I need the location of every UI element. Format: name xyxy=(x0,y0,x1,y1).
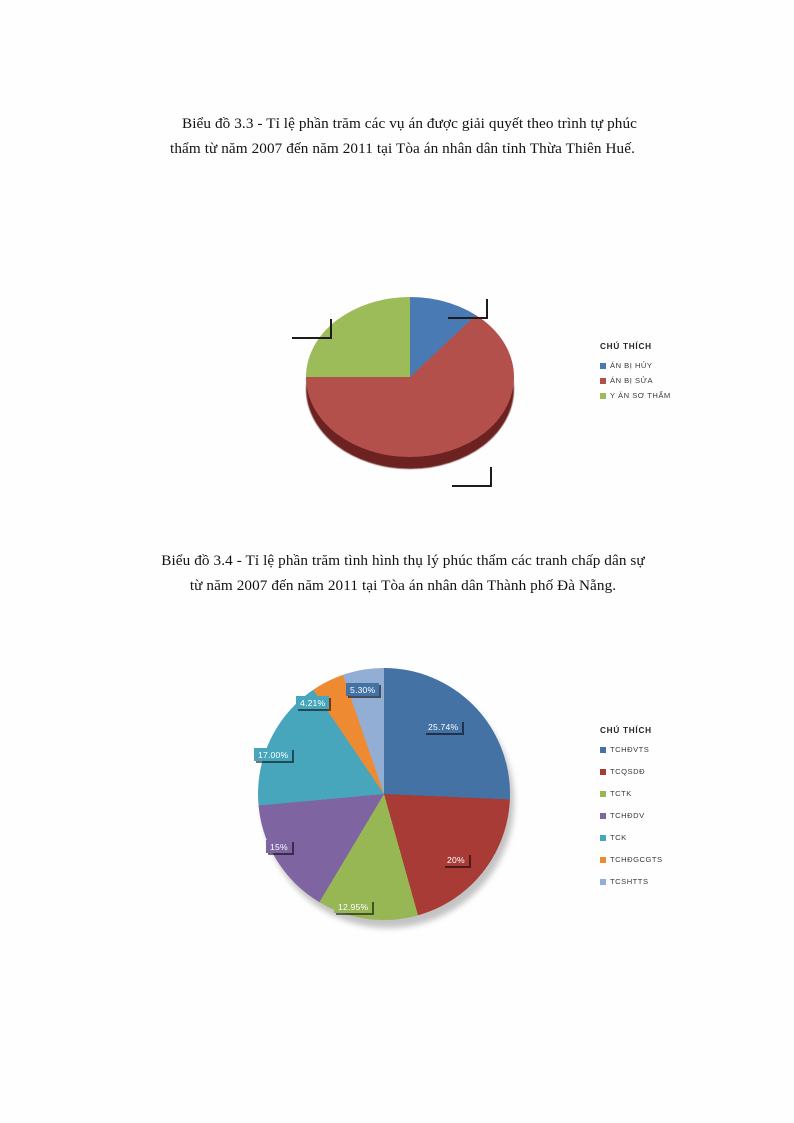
legend-swatch-icon xyxy=(600,856,606,863)
pie-chart-1-leader-left xyxy=(292,319,332,339)
legend-swatch-icon xyxy=(600,746,606,753)
caption-line-2: từ năm 2007 đến năm 2011 tại Tòa án nhân… xyxy=(189,576,617,594)
legend-item-tctk: TCTK xyxy=(600,789,663,798)
legend-swatch-icon xyxy=(600,392,606,399)
pie-chart-1-leader-bottom-right xyxy=(452,467,492,487)
legend-item-tchdvts: TCHĐVTS xyxy=(600,745,663,754)
legend-item-label: Y ÁN SƠ THẨM xyxy=(610,391,671,400)
legend-item-label: TCK xyxy=(610,833,627,842)
legend-item-label: TCHĐVTS xyxy=(610,745,650,754)
pie-chart-1-face xyxy=(306,297,514,457)
pie-chart-2-label-tck: 17.00% xyxy=(254,748,293,761)
figure-3-4-pie-chart: 25.74% 20% 12.95% 15% 17.00% 4.21% 5.30% xyxy=(254,668,516,930)
legend-item-an-bi-sua: ÁN BỊ SỬA xyxy=(600,376,671,385)
legend-title: CHÚ THÍCH xyxy=(600,726,652,735)
legend-item-y-an-so-tham: Y ÁN SƠ THẨM xyxy=(600,391,671,400)
legend-item-label: TCHĐGCGTS xyxy=(610,855,663,864)
figure-3-4-caption: Biểu đồ 3.4 - Tỉ lệ phần trăm tình hình … xyxy=(122,549,684,598)
legend-item-label: TCSHTTS xyxy=(610,877,649,886)
pie-chart-2-label-tcqsdd: 20% xyxy=(443,853,469,866)
legend-swatch-icon xyxy=(600,812,606,819)
figure-3-3-legend: CHÚ THÍCH ÁN BỊ HỦY ÁN BỊ SỬA Y ÁN SƠ TH… xyxy=(600,342,671,406)
legend-swatch-icon xyxy=(600,790,606,797)
figure-3-3-caption: Biểu đồ 3.3 - Tỉ lệ phần trăm các vụ án … xyxy=(130,112,675,161)
pie-chart-2-label-tchdgcgts: 4.21% xyxy=(296,696,330,709)
caption-line-1: Biểu đồ 3.3 - Tỉ lệ phần trăm các vụ án … xyxy=(181,115,638,132)
legend-item-tchddv: TCHĐDV xyxy=(600,811,663,820)
pie-chart-1-leader-top-right xyxy=(448,299,488,319)
figure-3-4-legend: CHÚ THÍCH TCHĐVTS TCQSDĐ TCTK TCHĐDV TCK… xyxy=(600,726,663,899)
pie-chart-2-label-tctk: 12.95% xyxy=(334,900,373,913)
caption-line-1: Biểu đồ 3.4 - Tỉ lệ phần trăm tình hình … xyxy=(161,552,645,569)
legend-swatch-icon xyxy=(600,834,606,841)
pie-chart-2-face xyxy=(258,668,510,920)
figure-3-3-pie-chart xyxy=(292,297,514,487)
legend-item-label: ÁN BỊ HỦY xyxy=(610,361,653,370)
legend-item-tcshtts: TCSHTTS xyxy=(600,877,663,886)
legend-item-tcqsdd: TCQSDĐ xyxy=(600,767,663,776)
legend-item-tchdgcgts: TCHĐGCGTS xyxy=(600,855,663,864)
legend-item-label: TCTK xyxy=(610,789,632,798)
legend-swatch-icon xyxy=(600,377,606,384)
pie-chart-2-label-tchdvts: 25.74% xyxy=(424,720,463,733)
legend-item-label: ÁN BỊ SỬA xyxy=(610,376,654,385)
legend-item-an-bi-huy: ÁN BỊ HỦY xyxy=(600,361,671,370)
legend-item-tck: TCK xyxy=(600,833,663,842)
legend-title: CHÚ THÍCH xyxy=(600,342,652,351)
pie-chart-2-label-tcshtts: 5.30% xyxy=(346,683,380,696)
legend-swatch-icon xyxy=(600,768,606,775)
legend-item-label: TCQSDĐ xyxy=(610,767,646,776)
legend-swatch-icon xyxy=(600,362,606,369)
legend-item-label: TCHĐDV xyxy=(610,811,645,820)
pie-chart-2-label-tchddv: 15% xyxy=(266,840,292,853)
caption-line-2: thẩm từ năm 2007 đến năm 2011 tại Tòa án… xyxy=(170,139,635,157)
legend-swatch-icon xyxy=(600,878,606,885)
